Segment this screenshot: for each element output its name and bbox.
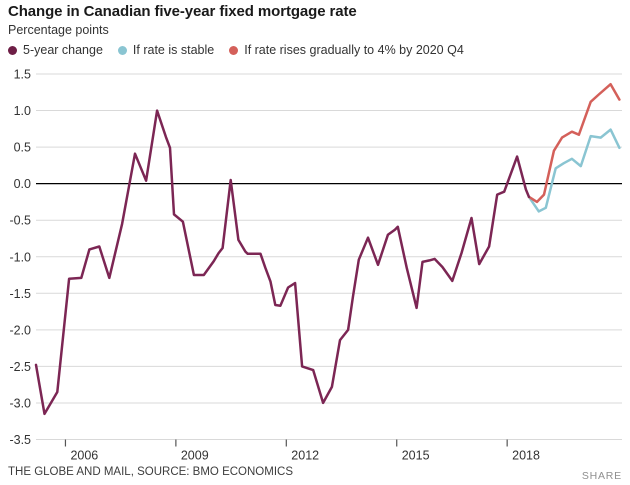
y-axis-tick-label: -2.0 [9, 323, 31, 337]
chart-legend: 5-year change If rate is stable If rate … [8, 43, 479, 57]
legend-item-rate-rises: If rate rises gradually to 4% by 2020 Q4 [229, 43, 464, 57]
y-axis-tick-label: -3.0 [9, 396, 31, 410]
source-credit: THE GLOBE AND MAIL, SOURCE: BMO ECONOMIC… [8, 466, 293, 478]
x-axis-tick-label: 2015 [402, 449, 430, 463]
y-axis-tick-label: 1.5 [14, 68, 31, 82]
y-axis-tick-label: -3.5 [9, 433, 31, 447]
chart-title: Change in Canadian five-year fixed mortg… [8, 3, 357, 20]
y-axis-tick-label: -1.0 [9, 250, 31, 264]
share-button[interactable]: SHARE [581, 470, 622, 482]
y-axis-tick-label: -0.5 [9, 214, 31, 228]
legend-dot-rate-stable-icon [117, 45, 127, 55]
y-axis-tick-label: 0.5 [14, 141, 31, 155]
y-axis-tick-label: 1.0 [14, 104, 31, 118]
legend-label: If rate is stable [132, 43, 215, 57]
legend-dot-rate-rises-icon [229, 45, 239, 55]
chart-subtitle: Percentage points [8, 23, 109, 37]
legend-label: 5-year change [23, 43, 103, 57]
x-axis-tick-label: 2012 [291, 449, 319, 463]
legend-item-5-year-change: 5-year change [8, 43, 103, 57]
y-axis-tick-label: 0.0 [14, 177, 31, 191]
legend-dot-5-year-change-icon [8, 45, 17, 55]
series-line-5-year-change [34, 109, 531, 416]
y-axis-tick-label: -1.5 [9, 287, 31, 301]
series-line-if-rate-rises-gradually-to-4-by-2020-q4 [527, 82, 621, 204]
legend-label: If rate rises gradually to 4% by 2020 Q4 [244, 43, 464, 57]
x-axis-tick-label: 2009 [181, 449, 209, 463]
legend-item-rate-stable: If rate is stable [117, 43, 215, 57]
series-line-if-rate-is-stable [527, 128, 621, 213]
x-axis-tick-label: 2018 [512, 449, 540, 463]
y-axis-tick-label: -2.5 [9, 360, 31, 374]
x-axis-tick-label: 2006 [70, 449, 98, 463]
